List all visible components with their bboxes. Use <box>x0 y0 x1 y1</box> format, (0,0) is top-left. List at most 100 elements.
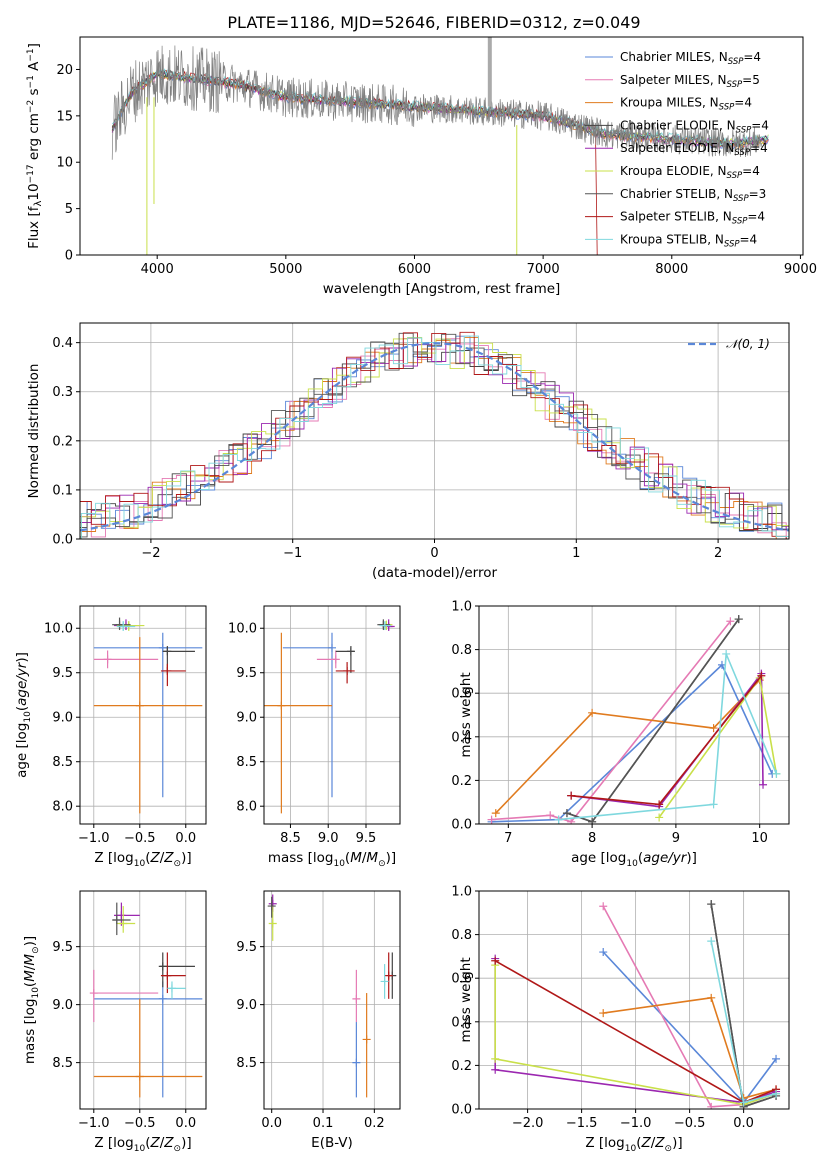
plot-area <box>491 900 781 1109</box>
legend-label: Salpeter MILES, NSSP=5 <box>620 73 760 90</box>
data-point <box>384 971 393 980</box>
x-tick-label: −1.0 <box>78 831 110 846</box>
y-axis-label: Normed distribution <box>26 364 42 499</box>
plot-area <box>487 615 781 824</box>
x-tick-label: 0.0 <box>261 1116 282 1131</box>
weight-point <box>599 902 608 911</box>
data-point <box>267 902 276 911</box>
y-tick-label: 0.2 <box>451 1059 472 1074</box>
x-tick-label: −2.0 <box>512 1116 544 1131</box>
data-point <box>343 666 352 675</box>
x-axis-label: Z [log10(Z/Z⊙)] <box>585 1135 682 1154</box>
y-axis-label: mass [log10(M/M⊙)] <box>22 936 41 1064</box>
residual-histogram-plot: −2 −1 0 1 2 0.0 0.1 0.2 0.3 0.4 (data-model)/error… <box>26 322 790 581</box>
age-vs-metallicity-plot: −1.0 −0.5 0.0 8.0 8.5 9.0 9.5 10.0 Z [log10(Z/Z⊙… <box>14 605 207 869</box>
data-point <box>112 915 121 924</box>
data-point <box>328 643 336 652</box>
data-point <box>115 620 124 629</box>
weight-point <box>707 1102 716 1109</box>
data-point <box>346 647 355 656</box>
y-tick-label: 9.0 <box>236 711 257 726</box>
y-axis-label: mass weight <box>458 957 474 1042</box>
weight-point <box>734 615 743 624</box>
weight-point <box>709 800 718 809</box>
y-tick-label: 0.0 <box>451 1103 472 1118</box>
data-point <box>119 919 128 928</box>
legend-label: Chabrier MILES, NSSP=4 <box>620 50 761 67</box>
y-tick-label: 0.8 <box>451 928 472 943</box>
y-tick-label: 0.0 <box>52 533 73 548</box>
weight-point <box>554 815 563 824</box>
residual-histogram <box>80 335 789 539</box>
axes-frame <box>79 605 207 825</box>
data-point <box>103 655 112 664</box>
y-tick-label: 8.5 <box>52 755 73 770</box>
axes-frame <box>79 890 207 1110</box>
massweight-vs-metallicity-plot: −2.0 −1.5 −1.0 −0.5 0.0 0.0 0.2 0.4 0.6 0.8 1.0 Z [… <box>451 885 790 1154</box>
normal-curve <box>80 342 789 532</box>
y-tick-label: 8.5 <box>236 1056 257 1071</box>
x-tick-label: 7000 <box>527 262 560 277</box>
x-tick-label: −2 <box>141 546 160 561</box>
plot-area <box>264 619 395 814</box>
data-point <box>268 919 277 928</box>
axes-frame <box>478 605 790 825</box>
x-tick-label: 8000 <box>655 262 688 277</box>
y-tick-label: 9.5 <box>236 940 257 955</box>
weight-point <box>739 1098 748 1107</box>
y-tick-label: 10.0 <box>228 622 257 637</box>
weight-point <box>772 769 781 778</box>
weight-point <box>709 724 718 733</box>
x-tick-label: −1.0 <box>78 1116 110 1131</box>
x-tick-label: 9.0 <box>318 831 339 846</box>
x-tick-label: 10 <box>751 831 768 846</box>
y-tick-label: 0 <box>65 249 73 264</box>
x-tick-label: −0.5 <box>674 1116 706 1131</box>
data-point <box>163 647 172 656</box>
plot-area <box>93 617 203 814</box>
axes-frame <box>79 322 790 540</box>
plot-area <box>80 331 789 539</box>
y-tick-label: 0.0 <box>451 818 472 833</box>
weight-point <box>707 900 716 909</box>
weight-point <box>491 809 500 818</box>
x-tick-label: 6000 <box>398 262 431 277</box>
data-point <box>119 622 128 631</box>
weight-series-line <box>491 620 732 823</box>
x-tick-label: 0 <box>430 546 438 561</box>
y-tick-label: 10 <box>56 156 73 171</box>
y-tick-label: 1.0 <box>451 885 472 900</box>
axes-frame <box>263 890 401 1110</box>
legend-label: 𝒩(0, 1) <box>726 337 770 351</box>
weight-point <box>772 1089 781 1098</box>
x-axis-label: E(B-V) <box>311 1135 353 1151</box>
weight-point <box>757 671 766 680</box>
x-tick-label: −1 <box>283 546 302 561</box>
y-tick-label: 1.0 <box>451 600 472 615</box>
residual-histogram <box>80 337 789 539</box>
y-tick-label: 0.2 <box>52 434 73 449</box>
y-tick-label: 10.0 <box>44 622 73 637</box>
y-tick-label: 15 <box>56 109 73 124</box>
y-tick-label: 0.4 <box>451 730 472 745</box>
x-tick-label: −1.0 <box>620 1116 652 1131</box>
y-axis-label: mass weight <box>458 672 474 757</box>
data-point <box>135 1072 144 1081</box>
x-axis-label: age [log10(age/yr)] <box>571 850 697 869</box>
y-tick-label: 8.0 <box>52 800 73 815</box>
data-point <box>352 1058 361 1067</box>
x-tick-label: 8.5 <box>280 831 301 846</box>
x-tick-label: 0.0 <box>175 1116 196 1131</box>
weight-series-line <box>602 905 744 1108</box>
weight-point <box>726 617 735 626</box>
weight-point <box>655 813 664 822</box>
y-tick-label: 9.5 <box>52 940 73 955</box>
y-tick-label: 8.5 <box>52 1056 73 1071</box>
data-point <box>352 994 361 1003</box>
residual-histogram <box>80 343 789 531</box>
y-tick-label: 0.2 <box>451 774 472 789</box>
data-point <box>380 977 389 986</box>
y-tick-label: 5 <box>65 202 73 217</box>
x-tick-label: 5000 <box>269 262 302 277</box>
weight-point <box>487 815 496 824</box>
